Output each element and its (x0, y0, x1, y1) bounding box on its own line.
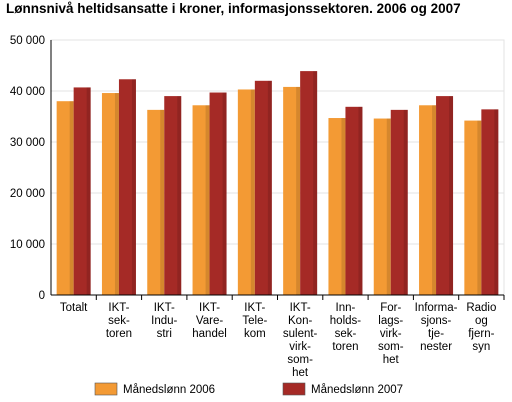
bar-shade (358, 106, 363, 295)
bar-fill (164, 96, 182, 295)
x-axis: Totalt IKT-sek-toren IKT-Indu-stri IKT-Vare… (50, 40, 505, 379)
bar-fill (101, 93, 119, 295)
legend-label: Månedslønn 2006 (123, 384, 215, 396)
bar (164, 96, 182, 295)
bar-shade (449, 96, 454, 295)
x-tick-label: Inn-holds-sek-toren (330, 302, 361, 353)
bar (436, 96, 454, 295)
bar-fill (436, 96, 454, 295)
bar-fill (237, 89, 255, 295)
y-tick-label: 30 000 (10, 137, 45, 149)
bar-shade (205, 105, 210, 295)
bar-fill (390, 109, 408, 296)
bars (56, 71, 499, 296)
bar (419, 105, 437, 295)
bar-fill (300, 71, 318, 295)
bar-shade (494, 109, 499, 295)
legend-swatch (94, 382, 118, 396)
x-tick-label: Radio og fjern-syn (466, 302, 496, 353)
bar (73, 87, 91, 296)
bar (328, 118, 346, 295)
bar (254, 80, 272, 295)
legend: Månedslønn 2006 Månedslønn 2007 (94, 382, 403, 396)
bar-shade (160, 109, 165, 296)
bar (237, 89, 255, 295)
bar (345, 106, 363, 295)
bar (192, 105, 210, 295)
bar-shade (222, 92, 227, 295)
bar-fill (345, 106, 363, 295)
x-tick-label: Totalt (60, 302, 88, 314)
bar (283, 86, 301, 295)
bar (464, 120, 482, 295)
legend-item: Månedslønn 2007 (282, 382, 403, 396)
bar-shade (296, 86, 301, 295)
legend-label: Månedslønn 2007 (311, 384, 403, 396)
bar (147, 109, 165, 296)
bar-shade (86, 87, 91, 296)
bar-shade (177, 96, 182, 295)
bar-shade (114, 93, 119, 295)
bar (118, 79, 136, 296)
chart-title: Lønnsnivå heltidsansatte i kroner, infor… (6, 1, 461, 16)
bar-shade (250, 89, 255, 295)
bar (481, 109, 499, 295)
bar-fill (419, 105, 437, 295)
bar-fill (147, 109, 165, 296)
y-tick-label: 20 000 (10, 188, 45, 200)
bar (56, 101, 74, 295)
x-tick-label: For-lags-virk-som-het (378, 302, 404, 366)
bar-shade (313, 71, 318, 295)
bar-shade (386, 118, 391, 295)
bar (209, 92, 227, 295)
bar (101, 93, 119, 295)
y-tick-label: 10 000 (10, 239, 45, 251)
bar (373, 118, 391, 295)
x-tick-label: Informa-sjons-tje-nester (415, 302, 458, 353)
bar-shade (341, 118, 346, 295)
bar-shade (69, 101, 74, 295)
bar-shade (131, 79, 136, 296)
bar-fill (192, 105, 210, 295)
bar-shade (432, 105, 437, 295)
bar-fill (328, 118, 346, 295)
x-tick-label: IKT-Tele-kom (242, 302, 267, 340)
x-tick-label: IKT-Kon-sulent-virk-som-het (283, 302, 318, 379)
legend-item: Månedslønn 2006 (94, 382, 215, 396)
bar-fill (254, 80, 272, 295)
bar (300, 71, 318, 295)
x-tick-label: IKT-sek-toren (106, 302, 132, 340)
bar (390, 109, 408, 296)
legend-swatch (282, 382, 306, 396)
y-tick-label: 0 (39, 290, 45, 302)
bar-fill (464, 120, 482, 295)
x-tick-label: IKT-Indu-stri (151, 302, 177, 340)
x-tick-label: IKT-Vare-handel (192, 302, 227, 340)
bar-fill (118, 79, 136, 296)
y-axis-ticks: 0 10 000 20 000 30 000 40 000 50 000 (10, 35, 45, 302)
bar-fill (283, 86, 301, 295)
bar-fill (73, 87, 91, 296)
bar-shade (403, 109, 408, 296)
y-tick-label: 40 000 (10, 86, 45, 98)
y-tick-label: 50 000 (10, 35, 45, 47)
bar-fill (209, 92, 227, 295)
bar-fill (481, 109, 499, 295)
bar-fill (56, 101, 74, 295)
bar-fill (373, 118, 391, 295)
bar-shade (267, 80, 272, 295)
bar-shade (477, 120, 482, 295)
